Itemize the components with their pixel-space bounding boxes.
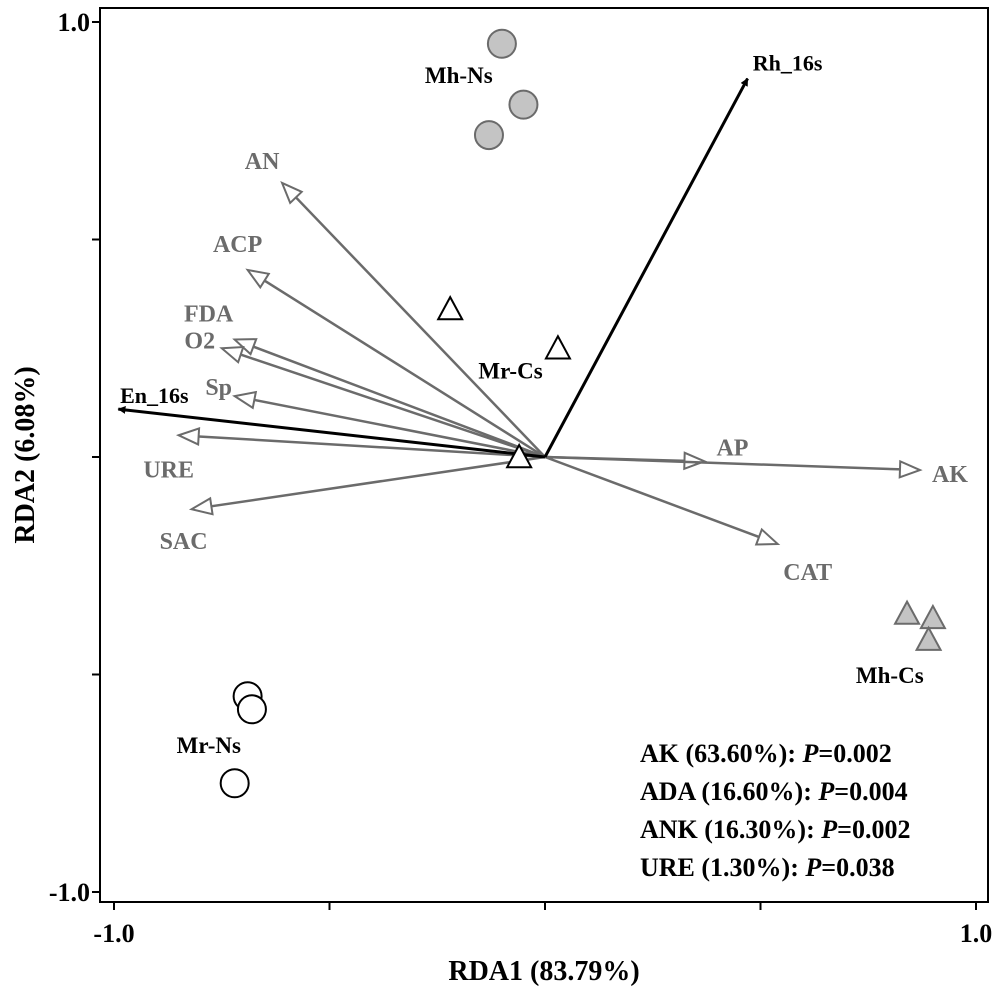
x-axis-title: RDA1 (83.79%): [448, 956, 639, 987]
vector-label-sac: SAC: [160, 529, 208, 555]
stat-p-symbol: P: [820, 815, 838, 844]
arrowhead-ure: [175, 427, 201, 446]
y-tick-label: 1.0: [58, 8, 91, 37]
point-mr-cs: [505, 442, 533, 469]
arrowhead-sac: [188, 496, 214, 516]
vector-label-ak: AK: [932, 462, 968, 488]
vector-fda: [251, 344, 546, 459]
stat-p-symbol: P: [804, 853, 822, 882]
stat-line-ank: ANK (16.30%): P=0.002: [640, 815, 910, 844]
vector-o2: [238, 352, 546, 459]
arrowhead-cat: [754, 527, 781, 546]
group-label-mh-ns: Mh-Ns: [425, 63, 493, 88]
vector-label-an: AN: [245, 149, 280, 175]
vector-rh-16s: [543, 77, 749, 458]
stat-p-value: =0.002: [837, 815, 910, 844]
stat-p-value: =0.004: [834, 777, 907, 806]
group-label-mh-cs: Mh-Cs: [856, 663, 924, 688]
stat-line-ak: AK (63.60%): P=0.002: [640, 739, 892, 768]
point-mh-ns: [486, 28, 517, 59]
stat-label: ANK (16.30%):: [640, 815, 821, 844]
stat-line-ure: URE (1.30%): P=0.038: [640, 853, 895, 882]
vector-ure: [196, 435, 546, 459]
vector-sac: [209, 455, 546, 508]
vector-label-rh-16s: Rh_16s: [753, 51, 823, 76]
group-label-mr-ns: Mr-Ns: [177, 733, 241, 758]
vector-en-16s: [117, 405, 546, 459]
point-mh-cs: [919, 603, 947, 630]
point-mh-cs: [893, 599, 921, 625]
vector-label-sp: Sp: [205, 375, 232, 401]
y-axis-title: RDA2 (6.08%): [10, 366, 41, 543]
group-label-mr-cs: Mr-Cs: [478, 359, 542, 384]
vector-label-fda: FDA: [184, 302, 234, 328]
point-mh-cs: [914, 625, 943, 651]
vector-sp: [252, 398, 546, 459]
stat-p-value: =0.002: [818, 739, 891, 768]
stat-label: URE (1.30%):: [640, 853, 805, 882]
point-mr-ns: [219, 768, 250, 799]
arrowhead-ak: [898, 459, 923, 479]
stat-line-ada: ADA (16.60%): P=0.004: [640, 777, 908, 806]
arrowhead-acp: [245, 268, 271, 290]
x-tick-label: 1.0: [960, 919, 993, 948]
arrowhead-o2: [219, 345, 245, 364]
arrowhead-sp: [232, 390, 258, 410]
point-mh-ns: [508, 89, 539, 120]
stat-p-symbol: P: [801, 739, 819, 768]
point-mh-ns: [473, 120, 504, 151]
vector-an: [293, 195, 546, 458]
vector-label-en-16s: En_16s: [120, 383, 189, 408]
stat-label: AK (63.60%):: [640, 739, 802, 768]
stat-p-value: =0.038: [821, 853, 894, 882]
x-tick-label: -1.0: [93, 919, 134, 948]
point-mr-cs: [544, 334, 572, 360]
stat-p-symbol: P: [817, 777, 835, 806]
y-tick-label: -1.0: [49, 878, 90, 907]
arrowhead-an: [280, 181, 304, 205]
vector-label-ap: AP: [716, 435, 748, 461]
vector-label-ure: URE: [143, 457, 194, 483]
vector-cat: [544, 455, 762, 539]
vector-label-cat: CAT: [783, 560, 832, 586]
point-mr-ns: [236, 694, 267, 725]
vector-ak: [544, 455, 903, 471]
vector-label-o2: O2: [184, 328, 215, 354]
point-mr-cs: [436, 294, 464, 321]
vector-label-acp: ACP: [213, 232, 262, 258]
stat-label: ADA (16.60%):: [640, 777, 818, 806]
vector-acp: [262, 278, 546, 459]
